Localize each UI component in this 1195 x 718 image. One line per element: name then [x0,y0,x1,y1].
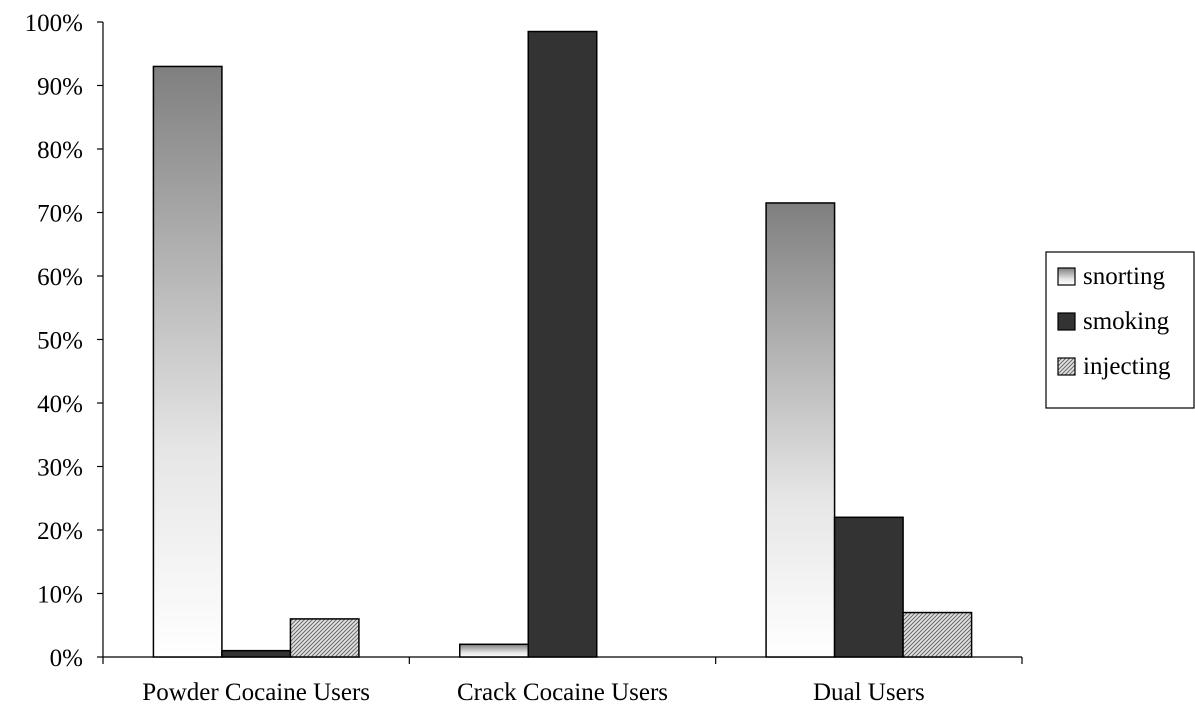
legend: snorting smoking injecting [1045,251,1195,409]
bars [152,30,973,658]
y-tick-label: 20% [37,518,83,545]
bar-smoking-1 [221,649,292,658]
y-tick-label: 0% [50,645,83,672]
y-tick-label: 10% [37,582,83,609]
y-tick-label: 100% [25,10,83,37]
bar-snorting-1 [152,65,223,658]
y-tick-label: 40% [37,391,83,418]
y-tick-label: 30% [37,455,83,482]
y-tick-label: 70% [37,201,83,228]
y-tick-label: 60% [37,264,83,291]
category-label: Dual Users [813,679,925,706]
y-tick-label: 80% [37,137,83,164]
legend-swatch-injecting [1057,357,1076,376]
bar-smoking-2 [527,30,598,658]
axes: 0% 10% 20% 30% 40% 50% 60% 70% 80% 90% 100% [25,10,1023,672]
legend-swatch-smoking [1057,312,1076,331]
legend-label-smoking: smoking [1083,308,1170,335]
y-tick-label: 50% [37,328,83,355]
bar-injecting-1 [289,618,360,658]
bar-smoking-3 [833,516,904,658]
legend-label-snorting: snorting [1083,263,1165,290]
bar-injecting-3 [902,611,973,658]
category-labels: Powder Cocaine Users Crack Cocaine Users D… [142,679,924,706]
legend-label-injecting: injecting [1083,353,1171,380]
bar-snorting-3 [765,202,836,658]
y-tick-label: 90% [37,74,83,101]
category-label: Powder Cocaine Users [142,679,370,706]
category-label: Crack Cocaine Users [457,679,668,706]
bar-snorting-2 [459,643,529,658]
legend-swatch-snorting [1057,267,1076,286]
